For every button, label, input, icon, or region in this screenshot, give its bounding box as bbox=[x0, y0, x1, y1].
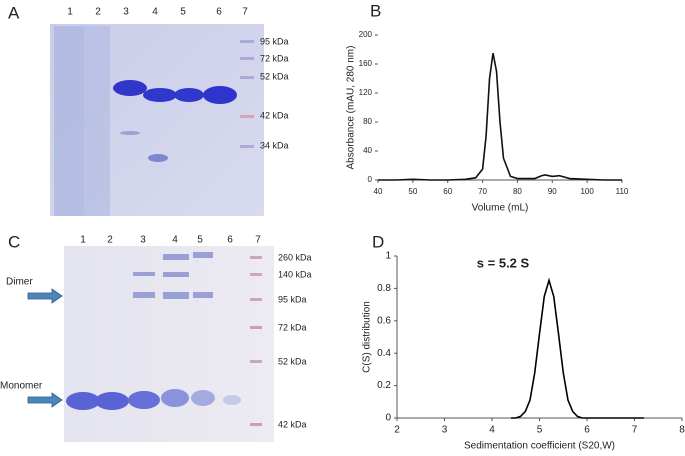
y-tick-label: 0.6 bbox=[377, 315, 391, 326]
lane-label: 3 bbox=[123, 7, 129, 18]
lane-label: 3 bbox=[140, 235, 146, 246]
marker-label: 140 kDa bbox=[278, 269, 312, 279]
arrow-label: Dimer bbox=[6, 277, 33, 288]
x-tick-label: 3 bbox=[442, 425, 448, 436]
y-tick-label: 120 bbox=[359, 88, 373, 97]
x-tick-label: 80 bbox=[513, 187, 522, 196]
panel-label: C bbox=[8, 232, 20, 251]
lane-label: 7 bbox=[255, 235, 261, 246]
x-tick-label: 40 bbox=[374, 187, 383, 196]
lane-label: 5 bbox=[197, 235, 203, 246]
y-tick-label: 0.8 bbox=[377, 283, 391, 294]
arrow-label: Monomer bbox=[0, 381, 43, 392]
x-tick-label: 4 bbox=[489, 425, 495, 436]
x-axis-label: Sedimentation coefficient (S20,W) bbox=[464, 441, 615, 452]
marker-label: 95 kDa bbox=[260, 36, 289, 46]
y-tick-label: 200 bbox=[359, 30, 373, 39]
annotation: s = 5.2 S bbox=[477, 255, 530, 270]
marker-label: 42 kDa bbox=[260, 110, 289, 120]
lane-label: 5 bbox=[180, 7, 186, 18]
y-axis-label: Absorbance (mAU, 280 nm) bbox=[346, 46, 357, 170]
marker-label: 34 kDa bbox=[260, 140, 289, 150]
lane-label: 6 bbox=[227, 235, 233, 246]
x-tick-label: 90 bbox=[548, 187, 557, 196]
lane-label: 4 bbox=[172, 235, 178, 246]
marker-label: 72 kDa bbox=[278, 322, 307, 332]
x-axis-label: Volume (mL) bbox=[472, 203, 529, 214]
lane-label: 6 bbox=[216, 7, 222, 18]
x-tick-label: 110 bbox=[616, 187, 629, 196]
x-tick-label: 50 bbox=[408, 187, 417, 196]
x-tick-label: 7 bbox=[632, 425, 638, 436]
panel-label: A bbox=[8, 3, 20, 22]
y-tick-label: 160 bbox=[359, 59, 373, 68]
x-tick-label: 60 bbox=[443, 187, 452, 196]
marker-label: 52 kDa bbox=[278, 356, 307, 366]
y-tick-label: 0 bbox=[385, 413, 391, 424]
gel-c bbox=[27, 246, 274, 442]
lane-label: 2 bbox=[107, 235, 113, 246]
lane-label: 4 bbox=[152, 7, 158, 18]
x-tick-label: 5 bbox=[537, 425, 543, 436]
y-tick-label: 0.2 bbox=[377, 380, 391, 391]
x-tick-label: 6 bbox=[584, 425, 590, 436]
lane-label: 1 bbox=[80, 235, 86, 246]
panel-label: B bbox=[370, 1, 381, 20]
y-tick-label: 0.4 bbox=[377, 348, 391, 359]
x-tick-label: 70 bbox=[478, 187, 487, 196]
y-tick-label: 80 bbox=[363, 117, 372, 126]
marker-label: 72 kDa bbox=[260, 53, 289, 63]
x-tick-label: 100 bbox=[580, 187, 594, 196]
lane-label: 2 bbox=[95, 7, 101, 18]
y-tick-label: 40 bbox=[363, 146, 372, 155]
marker-label: 95 kDa bbox=[278, 294, 307, 304]
x-tick-label: 8 bbox=[679, 425, 685, 436]
lane-label: 1 bbox=[67, 7, 73, 18]
lane-label: 7 bbox=[242, 7, 248, 18]
data-line bbox=[511, 277, 644, 419]
marker-label: 52 kDa bbox=[260, 71, 289, 81]
gel-a bbox=[50, 24, 264, 216]
y-axis-label: C(S) distribution bbox=[362, 301, 373, 373]
marker-label: 260 kDa bbox=[278, 252, 312, 262]
data-line bbox=[378, 52, 622, 181]
y-tick-label: 1 bbox=[385, 251, 391, 262]
y-tick-label: 0 bbox=[368, 175, 373, 184]
panel-label: D bbox=[372, 232, 384, 251]
marker-label: 42 kDa bbox=[278, 419, 307, 429]
x-tick-label: 2 bbox=[394, 425, 400, 436]
